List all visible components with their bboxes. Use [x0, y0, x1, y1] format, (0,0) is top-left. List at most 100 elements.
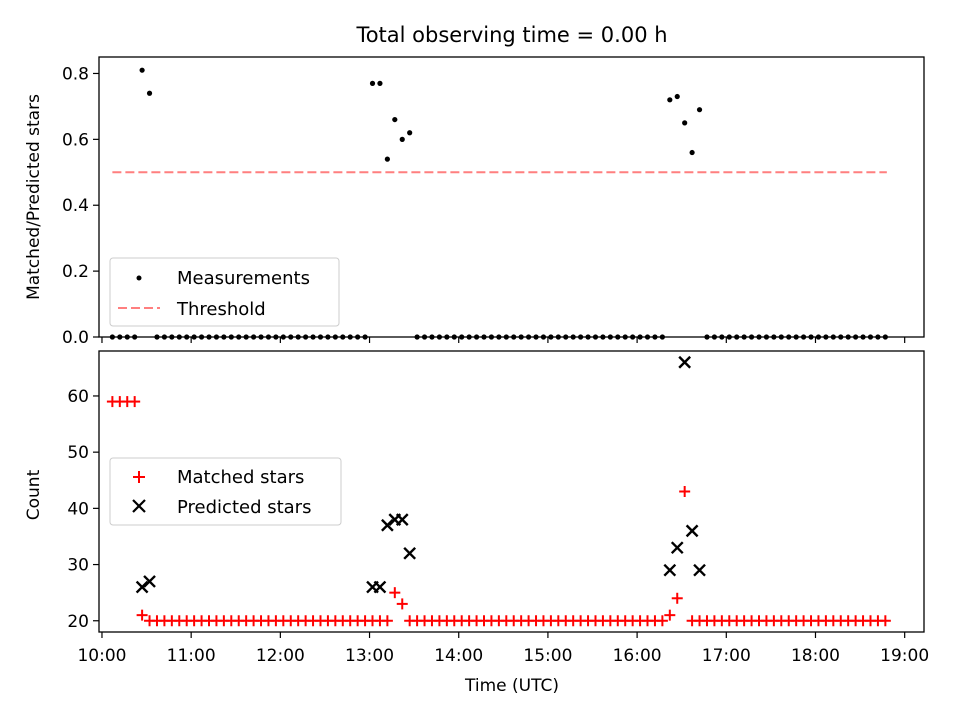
measurement-point — [243, 334, 249, 340]
predicted-star-point — [135, 580, 149, 594]
top-y-axis-label: Matched/Predicted stars — [24, 94, 44, 300]
predicted-star-point — [685, 524, 699, 538]
measurement-point — [860, 334, 866, 340]
measurement-point — [451, 334, 457, 340]
measurement-point — [481, 334, 487, 340]
matched-star-point — [679, 486, 691, 497]
bottom-y-tick-label: 60 — [67, 387, 89, 407]
measurement-point — [711, 334, 718, 340]
measurement-point — [340, 334, 346, 340]
measurement-point — [719, 334, 725, 340]
bottom-marks — [106, 355, 891, 627]
measurement-point — [563, 334, 569, 340]
measurement-point — [362, 334, 368, 340]
measurement-point — [838, 334, 844, 340]
measurement-point — [682, 120, 688, 126]
measurement-point — [511, 334, 517, 340]
measurement-point — [696, 107, 703, 113]
measurement-point — [139, 67, 145, 73]
measurement-point — [763, 334, 770, 340]
matched-star-point — [129, 396, 141, 408]
measurement-point — [741, 334, 747, 340]
measurement-point — [786, 334, 792, 340]
measurement-point — [154, 334, 160, 340]
top-y-tick-label: 0.6 — [62, 130, 89, 150]
measurement-point — [659, 334, 665, 340]
legend-matched-marker — [133, 471, 145, 483]
measurement-point — [198, 334, 205, 340]
top-x-ticks — [101, 337, 906, 343]
measurement-point — [169, 334, 175, 340]
measurement-point — [600, 334, 606, 340]
measurement-point — [533, 334, 539, 340]
measurement-point — [689, 149, 695, 156]
x-tick-label: 19:00 — [880, 646, 929, 666]
measurement-point — [592, 334, 599, 340]
bottom-y-tick-label: 50 — [67, 443, 89, 463]
bottom-plot-frame — [98, 350, 925, 633]
measurement-point — [369, 80, 376, 86]
measurement-point — [310, 334, 316, 340]
top-legend-box — [109, 257, 340, 327]
measurement-point — [756, 334, 762, 340]
predicted-star-point — [373, 580, 387, 594]
predicted-star-point — [678, 355, 692, 369]
x-tick-label: 13:00 — [345, 646, 394, 666]
measurement-point — [555, 334, 561, 340]
measurement-point — [570, 334, 576, 340]
measurement-point — [630, 334, 636, 340]
x-tick-label: 12:00 — [256, 646, 305, 666]
bottom-y-tick-label: 30 — [67, 556, 89, 576]
measurement-point — [793, 334, 799, 340]
measurement-point — [652, 334, 658, 340]
measurement-point — [845, 334, 851, 340]
chart-title: Total observing time = 0.00 h — [355, 23, 667, 47]
bottom-y-ticks: 20 30 40 50 60 — [67, 387, 99, 632]
legend-predicted-marker — [132, 499, 146, 513]
measurement-point — [444, 334, 450, 340]
measurement-point — [615, 334, 621, 340]
matched-star-point — [671, 592, 683, 604]
top-y-tick-label: 0.0 — [62, 328, 89, 348]
measurement-point — [176, 334, 182, 340]
measurement-point — [674, 93, 680, 100]
measurement-point — [407, 130, 413, 136]
measurement-point — [228, 334, 234, 340]
measurement-point — [815, 334, 822, 340]
measurement-point — [466, 334, 472, 340]
measurement-point — [117, 334, 123, 340]
measurement-point — [503, 334, 509, 340]
x-tick-label: 16:00 — [613, 646, 662, 666]
predicted-star-point — [395, 513, 409, 526]
bottom-legend: Matched stars Predicted stars — [109, 457, 342, 526]
measurement-point — [459, 334, 465, 340]
measurement-point — [607, 334, 613, 340]
legend-threshold-label: Threshold — [176, 299, 266, 320]
top-y-tick-label: 0.8 — [62, 64, 89, 84]
measurement-point — [808, 334, 814, 340]
measurement-point — [303, 334, 309, 340]
x-tick-label: 18:00 — [791, 646, 840, 666]
measurement-point — [273, 334, 279, 340]
measurement-point — [875, 334, 881, 340]
matched-star-point — [389, 587, 401, 599]
measurement-point — [473, 334, 480, 340]
measurement-point — [124, 334, 130, 340]
measurement-point — [184, 334, 190, 340]
measurement-point — [748, 334, 755, 340]
measurement-point — [667, 97, 673, 103]
x-tick-label: 11:00 — [167, 646, 216, 666]
measurement-point — [540, 334, 547, 340]
measurement-point — [355, 334, 361, 340]
measurement-point — [830, 334, 836, 340]
predicted-star-point — [670, 541, 684, 555]
measurement-point — [778, 334, 784, 340]
legend-matched-label: Matched stars — [177, 467, 304, 488]
measurement-point — [265, 334, 272, 340]
measurement-point — [295, 334, 301, 340]
matched-star-point — [656, 615, 668, 627]
measurement-point — [867, 334, 874, 340]
measurement-point — [622, 334, 628, 340]
measurement-point — [823, 334, 829, 340]
matched-star-point — [396, 598, 408, 610]
